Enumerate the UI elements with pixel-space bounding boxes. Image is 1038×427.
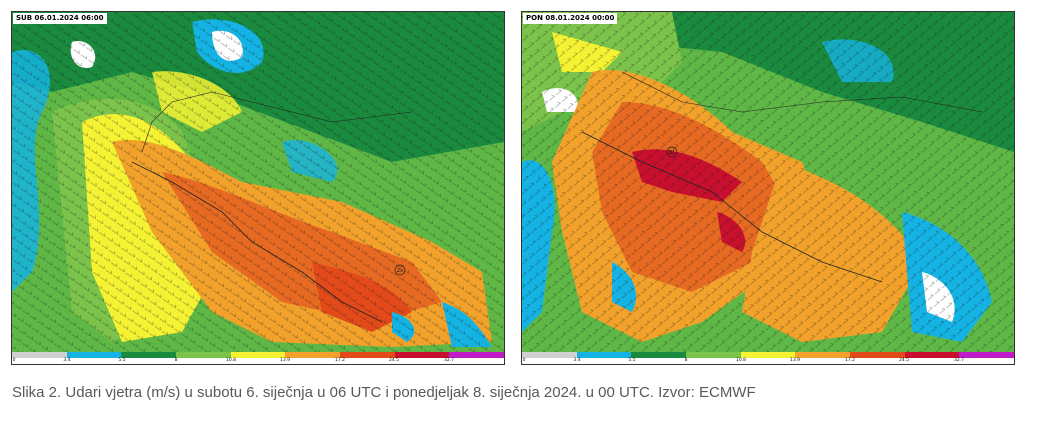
max-gust-label: 31 [669,150,675,156]
wind-gust-map: 31 [522,12,1014,352]
colorbar-swatch [176,352,231,358]
colorbar-swatch [12,352,67,358]
figure-caption: Slika 2. Udari vjetra (m/s) u subotu 6. … [12,384,756,401]
colorbar-swatch [576,352,632,358]
tick-label: 24.5 [898,358,910,363]
colorbar-swatch [230,352,286,358]
colorbar [522,352,1015,358]
tick-label: 10.8 [225,358,237,363]
tick-label: 10.8 [735,358,747,363]
colorbar-swatch [285,352,341,358]
tick-label: 5.5 [118,358,126,363]
colorbar [12,352,505,358]
max-gust-marker [666,146,678,158]
max-gust-marker [394,264,406,276]
timestamp-label: SUB 06.01.2024 06:00 [13,13,107,24]
tick-label: 0 [12,358,16,363]
max-gust-label: 2x [397,268,403,274]
colorbar-swatch [340,352,395,358]
colorbar-swatch [959,352,1015,358]
colorbar-swatch [631,352,687,358]
tick-label: 3.4 [573,358,581,363]
tick-label: 32.7 [953,358,965,363]
timestamp-label: PON 08.01.2024 00:00 [523,13,618,24]
colorbar-swatch [850,352,905,358]
colorbar-swatch [394,352,450,358]
tick-label: 3.4 [63,358,71,363]
tick-label: 17.2 [334,358,346,363]
tick-label: 13.9 [279,358,291,363]
colorbar-swatch [740,352,796,358]
tick-label: 8 [174,358,178,363]
wind-gust-map: 2x [12,12,504,352]
tick-label: 0 [522,358,526,363]
colorbar-swatch [66,352,122,358]
colorbar-swatch [795,352,851,358]
tick-label: 24.5 [388,358,400,363]
colorbar-ticks: 0 3.4 5.5 8 10.8 13.9 17.2 24.5 32.7 [12,358,504,364]
colorbar-swatch [904,352,960,358]
colorbar-swatch [686,352,741,358]
colorbar-ticks: 0 3.4 5.5 8 10.8 13.9 17.2 24.5 32.7 [522,358,1014,364]
tick-label: 17.2 [844,358,856,363]
colorbar-swatch [522,352,577,358]
tick-label: 32.7 [443,358,455,363]
colorbar-swatch [121,352,177,358]
tick-label: 8 [684,358,688,363]
tick-label: 5.5 [628,358,636,363]
map-panel-monday: 31 PON 08.01.2024 00:00 0 3.4 5.5 8 10.8… [521,11,1015,365]
map-canvas: 2x [12,12,504,352]
tick-label: 13.9 [789,358,801,363]
colorbar-swatch [449,352,505,358]
map-panel-saturday: 2x SUB 06.01.2024 06:00 0 3.4 5.5 8 10.8… [11,11,505,365]
map-canvas: 31 [522,12,1014,352]
